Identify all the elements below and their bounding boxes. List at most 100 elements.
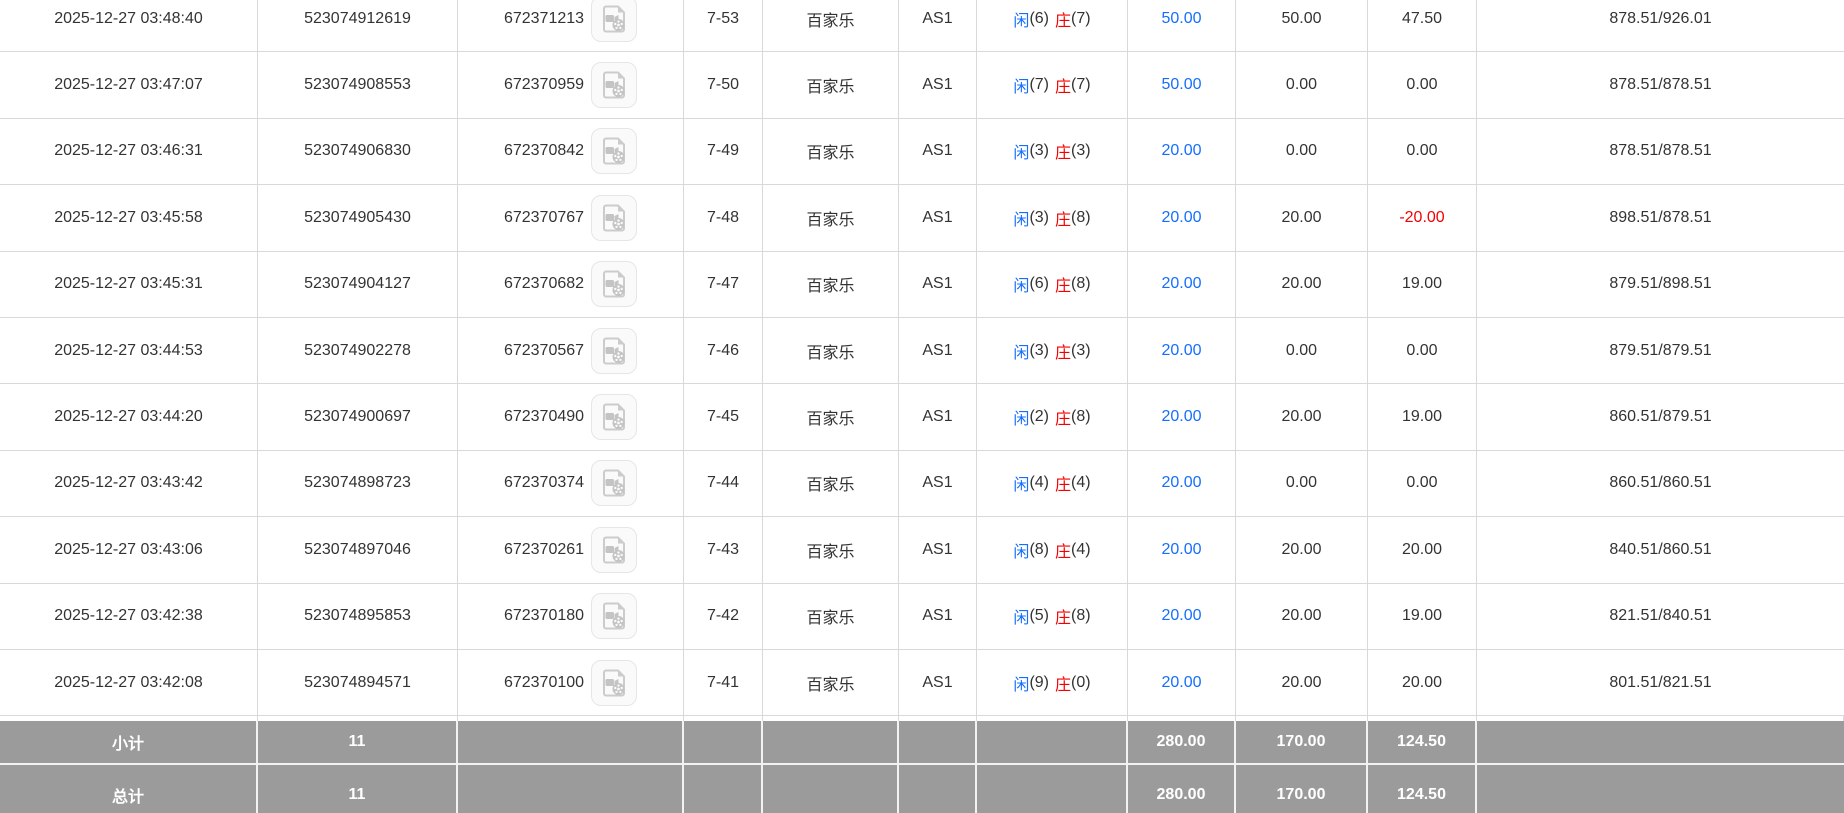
round-number: 7-46 (684, 317, 763, 384)
table-code: AS1 (899, 118, 977, 185)
player-points: (4) (1029, 474, 1049, 492)
subtotal-row: 小计 11 280.00 170.00 124.50 (0, 721, 1844, 766)
win-loss: 19.00 (1368, 251, 1477, 317)
bet-time: 2025-12-27 03:46:31 (0, 118, 258, 185)
game-name: 百家乐 (763, 517, 899, 583)
round-id: 672370682 (503, 275, 585, 293)
player-points: (6) (1029, 275, 1049, 293)
bet-amount: 20.00 (1128, 583, 1236, 649)
video-file-icon (599, 203, 629, 233)
round-id-cell: 672370842 (458, 118, 684, 185)
banker-label: 庄 (1055, 211, 1072, 229)
game-name: 百家乐 (763, 317, 899, 384)
balance: 879.51/879.51 (1609, 341, 1712, 359)
banker-points: (4) (1071, 474, 1091, 492)
bet-amount: 20.00 (1128, 450, 1236, 517)
game-result: 闲 (4) 庄 (4) (977, 450, 1128, 517)
video-replay-button[interactable] (591, 593, 638, 640)
round-id: 672370261 (503, 540, 585, 558)
game-name: 百家乐 (763, 251, 899, 317)
grand-total-winloss: 124.50 (1368, 765, 1477, 813)
video-replay-button[interactable] (591, 394, 638, 441)
win-loss: 0.00 (1368, 118, 1477, 185)
grand-total-label: 总计 (0, 765, 258, 813)
video-replay-button[interactable] (591, 62, 638, 109)
video-replay-button[interactable] (591, 261, 638, 308)
video-replay-button[interactable] (591, 460, 638, 507)
video-file-icon (599, 336, 629, 366)
bet-id: 523074900697 (258, 384, 458, 450)
game-result: 闲 (5) 庄 (8) (977, 583, 1128, 649)
bet-history-table: 2025-12-27 03:48:40 523074912619 6723712… (0, 0, 1844, 717)
game-result: 闲 (6) 庄 (7) (977, 0, 1128, 52)
bet-time: 2025-12-27 03:45:58 (0, 185, 258, 251)
grand-total-row: 总计 11 280.00 170.00 124.50 (0, 765, 1844, 813)
video-replay-button[interactable] (591, 526, 638, 573)
win-loss: 20.00 (1368, 649, 1477, 716)
video-replay-button[interactable] (591, 0, 638, 42)
balance: 878.51/926.01 (1609, 9, 1712, 27)
player-label: 闲 (1013, 344, 1030, 362)
video-replay-button[interactable] (591, 128, 638, 175)
valid-amount: 20.00 (1236, 649, 1368, 716)
round-id: 672370842 (503, 142, 585, 160)
banker-points: (7) (1071, 9, 1091, 27)
player-label: 闲 (1013, 477, 1030, 495)
bet-time: 2025-12-27 03:45:31 (0, 251, 258, 317)
table-row: 2025-12-27 03:43:06 523074897046 6723702… (0, 517, 1844, 584)
game-result: 闲 (2) 庄 (8) (977, 384, 1128, 450)
player-points: (3) (1029, 142, 1049, 160)
round-number: 7-48 (684, 185, 763, 251)
valid-amount: 0.00 (1236, 52, 1368, 118)
bet-amount: 50.00 (1128, 0, 1236, 52)
video-file-icon (599, 402, 629, 432)
round-id-cell: 672370767 (458, 185, 684, 251)
table-row: 2025-12-27 03:48:40 523074912619 6723712… (0, 0, 1844, 53)
balance: 878.51/878.51 (1609, 76, 1712, 94)
round-number: 7-41 (684, 649, 763, 716)
player-label: 闲 (1013, 278, 1030, 296)
player-points: (6) (1029, 9, 1049, 27)
bet-time: 2025-12-27 03:43:06 (0, 517, 258, 583)
bet-time: 2025-12-27 03:43:42 (0, 450, 258, 517)
round-number: 7-45 (684, 384, 763, 450)
game-name: 百家乐 (763, 0, 899, 52)
table-row: 2025-12-27 03:42:38 523074895853 6723701… (0, 583, 1844, 650)
banker-points: (8) (1071, 408, 1091, 426)
banker-points: (8) (1071, 208, 1091, 226)
round-id-cell: 672370374 (458, 450, 684, 517)
player-points: (8) (1029, 540, 1049, 558)
bet-amount: 20.00 (1128, 251, 1236, 317)
banker-points: (8) (1071, 607, 1091, 625)
round-id-cell: 672370261 (458, 517, 684, 583)
video-replay-button[interactable] (591, 659, 638, 706)
round-number: 7-49 (684, 118, 763, 185)
balance: 860.51/879.51 (1609, 408, 1712, 426)
bet-time: 2025-12-27 03:44:20 (0, 384, 258, 450)
round-number: 7-53 (684, 0, 763, 52)
grand-total-valid: 170.00 (1236, 765, 1368, 813)
win-loss: -20.00 (1368, 185, 1477, 251)
video-file-icon (599, 70, 629, 100)
bet-time: 2025-12-27 03:48:40 (0, 0, 258, 52)
balance: 860.51/860.51 (1609, 474, 1712, 492)
round-number: 7-43 (684, 517, 763, 583)
game-name: 百家乐 (763, 649, 899, 716)
subtotal-label: 小计 (0, 721, 258, 766)
valid-amount: 0.00 (1236, 118, 1368, 185)
round-id: 672370374 (503, 474, 585, 492)
round-id: 672370767 (503, 208, 585, 226)
player-label: 闲 (1013, 79, 1030, 97)
bet-time: 2025-12-27 03:47:07 (0, 52, 258, 118)
banker-label: 庄 (1055, 676, 1072, 694)
table-row: 2025-12-27 03:43:42 523074898723 6723703… (0, 450, 1844, 518)
balance: 801.51/821.51 (1609, 673, 1712, 691)
table-code: AS1 (899, 649, 977, 716)
video-replay-button[interactable] (591, 327, 638, 374)
video-replay-button[interactable] (591, 194, 638, 241)
table-code: AS1 (899, 450, 977, 517)
table-row: 2025-12-27 03:45:58 523074905430 6723707… (0, 185, 1844, 252)
valid-amount: 0.00 (1236, 450, 1368, 517)
table-row: 2025-12-27 03:46:31 523074906830 6723708… (0, 118, 1844, 186)
